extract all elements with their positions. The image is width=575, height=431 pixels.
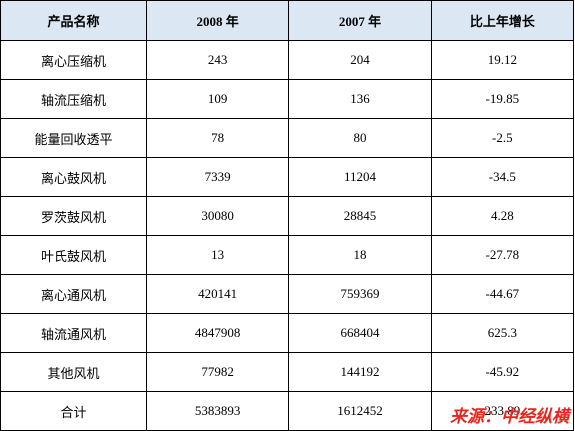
source-watermark: 来源：中经纵横 [450, 407, 569, 427]
table-row: 叶氏鼓风机 13 18 -27.78 [0, 235, 575, 275]
table-cell: 7339 [145, 157, 290, 197]
table-row: 罗茨鼓风机 30080 28845 4.28 [0, 196, 575, 236]
table-row: 离心通风机 420141 759369 -44.67 [0, 274, 575, 314]
table-cell: -27.78 [430, 235, 575, 275]
table-cell: -34.5 [430, 157, 575, 197]
table-row: 能量回收透平 78 80 -2.5 [0, 118, 575, 158]
table-cell: 668404 [288, 313, 432, 353]
table-cell: 78 [145, 118, 290, 158]
table-cell: 109 [145, 79, 290, 119]
table-cell: 5383893 [145, 391, 290, 431]
table-cell: 243 [145, 40, 290, 80]
row-label: 叶氏鼓风机 [0, 235, 147, 275]
table-body: 离心压缩机 243 204 19.12 轴流压缩机 109 136 -19.85 能量回收透平 7… [0, 40, 575, 431]
table-cell: 77982 [145, 352, 290, 392]
table-cell: 11204 [288, 157, 432, 197]
table-cell: 13 [145, 235, 290, 275]
header-cell: 产品名称 [0, 0, 147, 41]
header-cell: 2008 年 [145, 0, 290, 41]
table-row: 轴流通风机 4847908 668404 625.3 [0, 313, 575, 353]
table-row: 离心压缩机 243 204 19.12 [0, 40, 575, 80]
table-row: 离心鼓风机 7339 11204 -34.5 [0, 157, 575, 197]
table-cell: 18 [288, 235, 432, 275]
row-label: 其他风机 [0, 352, 147, 392]
table-cell: 420141 [145, 274, 290, 314]
header-cell: 比上年增长 [430, 0, 575, 41]
row-label: 离心压缩机 [0, 40, 147, 80]
row-label: 轴流通风机 [0, 313, 147, 353]
table-row: 其他风机 77982 144192 -45.92 [0, 352, 575, 392]
table-cell: 1612452 [288, 391, 432, 431]
header-row: 产品名称 2008 年 2007 年比上年增长 [0, 0, 575, 41]
table-cell: 30080 [145, 196, 290, 236]
table-cell: 136 [288, 79, 432, 119]
row-label: 罗茨鼓风机 [0, 196, 147, 236]
table-cell: 28845 [288, 196, 432, 236]
table-cell: 80 [288, 118, 432, 158]
table-cell: 4.28 [430, 196, 575, 236]
row-label: 合计 [0, 391, 147, 431]
row-label: 离心鼓风机 [0, 157, 147, 197]
header-cell: 2007 年 [288, 0, 432, 41]
table-cell: 204 [288, 40, 432, 80]
table-cell: 759369 [288, 274, 432, 314]
table-cell: 4847908 [145, 313, 290, 353]
table-cell: 233.89 [430, 391, 575, 431]
table-row: 轴流压缩机 109 136 -19.85 [0, 79, 575, 119]
row-label: 离心通风机 [0, 274, 147, 314]
row-label: 能量回收透平 [0, 118, 147, 158]
table-cell: 19.12 [430, 40, 575, 80]
table-cell: 625.3 [430, 313, 575, 353]
table-cell: -45.92 [430, 352, 575, 392]
table-cell: -2.5 [430, 118, 575, 158]
table-row: 合计 5383893 1612452 233.89 [0, 391, 575, 431]
table-cell: 144192 [288, 352, 432, 392]
table-cell: -44.67 [430, 274, 575, 314]
table-cell: -19.85 [430, 79, 575, 119]
row-label: 轴流压缩机 [0, 79, 147, 119]
